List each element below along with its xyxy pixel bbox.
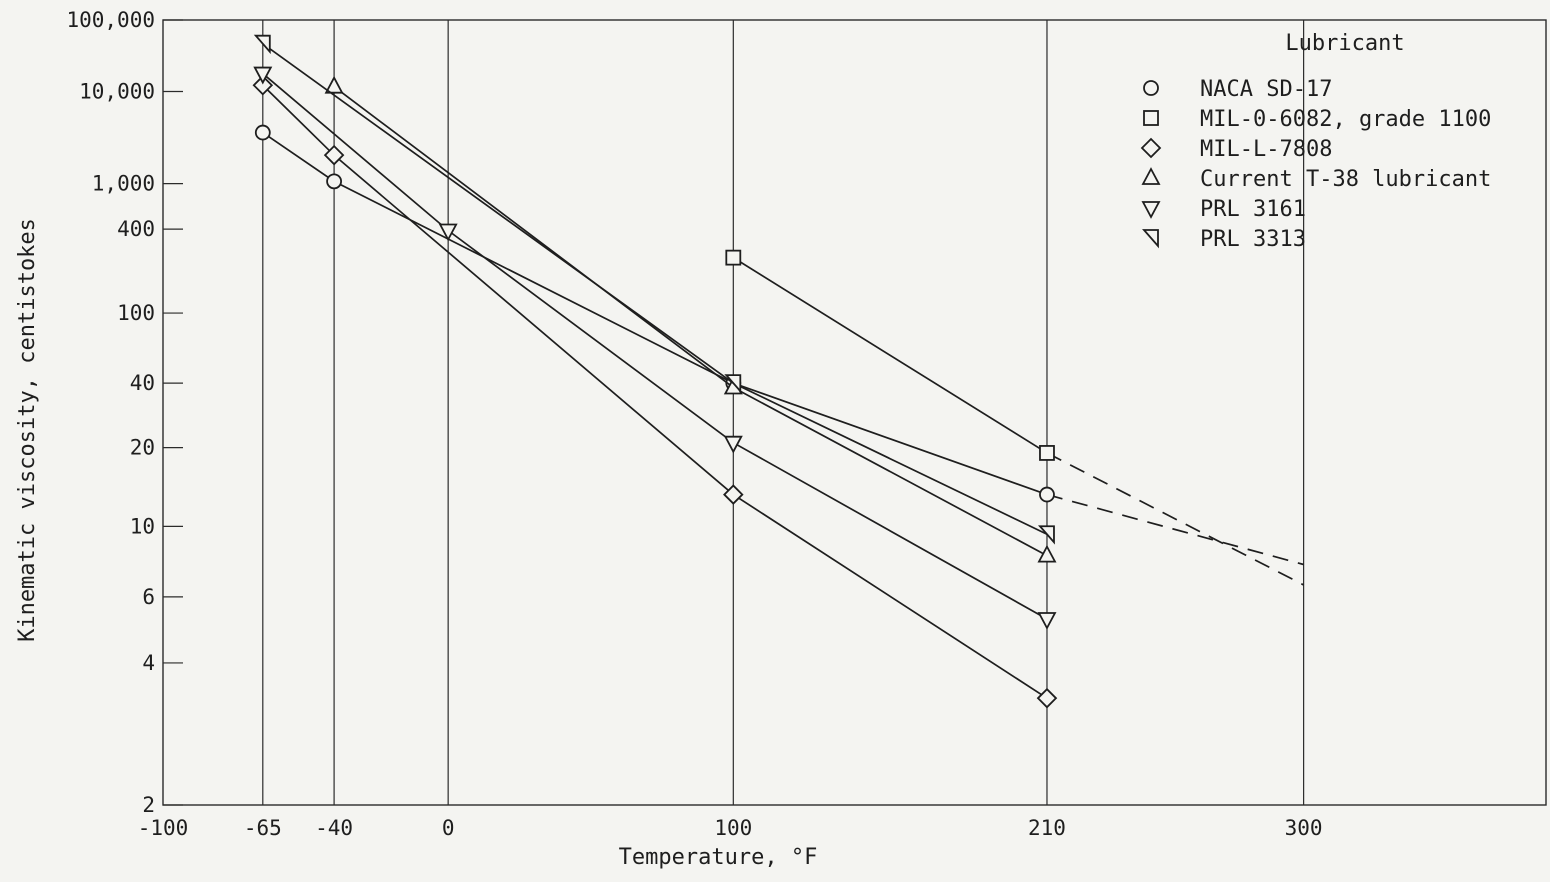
- series-line: [262, 131, 1048, 496]
- legend-item: Current T-38 lubricant: [1141, 167, 1491, 192]
- legend-label: Current T-38 lubricant: [1200, 167, 1491, 192]
- legend-title: Lubricant: [1285, 31, 1404, 56]
- y-tick-label: 100,000: [66, 8, 155, 32]
- legend-item: NACA SD-17: [1143, 77, 1332, 102]
- marker-diamond: [1140, 137, 1162, 159]
- y-tick-label: 2: [142, 793, 155, 817]
- legend-label: PRL 3313: [1200, 227, 1306, 252]
- legend-label: MIL-L-7808: [1200, 137, 1332, 162]
- x-tick-label: 300: [1285, 816, 1323, 840]
- marker-circle: [326, 173, 342, 190]
- x-axis-unit: °F: [791, 845, 818, 870]
- marker-triangle-left: [724, 374, 742, 394]
- series-triangle-down: [253, 66, 1057, 630]
- marker-diamond: [323, 144, 345, 166]
- marker-square: [1039, 445, 1055, 461]
- y-tick-label: 20: [130, 436, 155, 460]
- series-diamond: [252, 74, 1058, 709]
- y-axis-ticks: 100,000 10,000 1,000 400 100 40 20 10 6 4 2: [66, 8, 183, 817]
- legend-item: MIL-L-7808: [1140, 137, 1332, 162]
- marker-triangle-up: [1141, 167, 1161, 185]
- grid-lines: [262, 20, 1305, 805]
- marker-diamond: [252, 74, 274, 96]
- series-circle: [254, 124, 1304, 566]
- y-tick-label: 6: [142, 585, 155, 609]
- y-axis-label: Kinematic viscosity, centistokes: [15, 218, 40, 642]
- series-triangle-up: [324, 75, 1057, 563]
- marker-triangle-down: [438, 223, 458, 242]
- series-line: [333, 85, 1048, 557]
- marker-triangle-left: [1142, 229, 1159, 249]
- legend-item: PRL 3313: [1142, 227, 1306, 252]
- marker-triangle-down: [1141, 201, 1161, 219]
- y-tick-label: 40: [130, 371, 155, 395]
- y-tick-label: 1,000: [92, 172, 155, 196]
- marker-triangle-down: [723, 435, 743, 454]
- y-tick-label: 10: [130, 514, 155, 538]
- marker-triangle-up: [1037, 544, 1057, 563]
- marker-triangle-down: [1037, 612, 1057, 630]
- series-line: [262, 43, 1048, 536]
- legend-label: MIL-0-6082, grade 1100: [1200, 107, 1491, 132]
- x-tick-label: 100: [714, 816, 752, 840]
- marker-square: [1143, 110, 1159, 126]
- y-tick-label: 4: [142, 651, 155, 675]
- series-triangle-left: [253, 34, 1055, 545]
- legend: Lubricant NACA SD-17 MIL-0-6082, grade 11…: [1140, 31, 1491, 252]
- series-square: [725, 249, 1305, 586]
- x-tick-label: -65: [244, 816, 282, 840]
- series-line: [732, 256, 1048, 454]
- x-tick-label: -40: [315, 816, 353, 840]
- y-tick-label: 400: [117, 217, 155, 241]
- marker-circle: [1039, 486, 1055, 503]
- marker-diamond: [723, 484, 744, 505]
- legend-item: MIL-0-6082, grade 1100: [1143, 107, 1491, 132]
- x-tick-label: 0: [442, 816, 455, 840]
- series-extrapolation: [1046, 493, 1304, 566]
- x-axis-ticks: -100 -65 -40 0 100 210 300: [138, 816, 1323, 840]
- marker-diamond: [1036, 687, 1058, 709]
- legend-label: PRL 3161: [1200, 197, 1306, 222]
- marker-triangle-left: [1037, 525, 1055, 545]
- plot-frame: [162, 19, 1547, 806]
- x-axis-label: Temperature, °F: [619, 845, 818, 870]
- marker-circle: [1143, 80, 1159, 96]
- marker-triangle-up: [324, 75, 344, 94]
- marker-triangle-left: [253, 34, 271, 55]
- series-group: [252, 34, 1305, 709]
- legend-item: PRL 3161: [1141, 197, 1306, 222]
- x-tick-label: 210: [1028, 816, 1066, 840]
- marker-circle: [254, 124, 271, 141]
- series-extrapolation: [1046, 452, 1305, 586]
- legend-label: NACA SD-17: [1200, 77, 1332, 102]
- marker-triangle-down: [253, 66, 273, 85]
- y-tick-label: 100: [117, 301, 155, 325]
- x-tick-label: -100: [138, 816, 189, 840]
- x-axis-label-text: Temperature,: [619, 845, 791, 870]
- series-line: [262, 84, 1048, 699]
- series-line: [262, 72, 1048, 620]
- marker-square: [725, 249, 742, 266]
- y-tick-label: 10,000: [79, 79, 155, 103]
